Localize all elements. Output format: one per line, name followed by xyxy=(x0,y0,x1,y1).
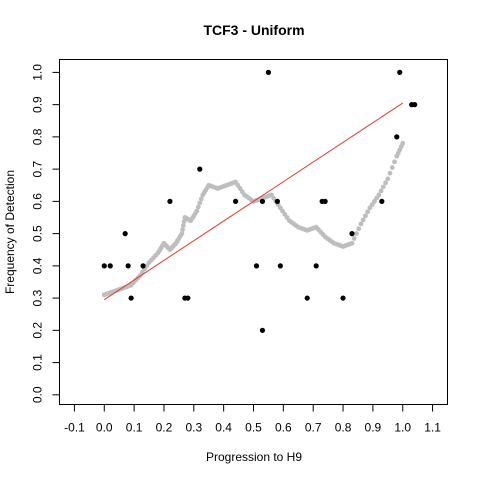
smooth-point xyxy=(400,140,406,146)
y-tick-label: 1.0 xyxy=(31,64,45,81)
data-point xyxy=(259,327,266,333)
smooth-point xyxy=(195,204,201,210)
observed-points xyxy=(101,69,418,333)
smooth-point xyxy=(351,236,357,241)
data-point xyxy=(313,263,319,269)
data-point xyxy=(304,295,310,301)
smooth-point xyxy=(198,196,204,202)
smooth-point xyxy=(180,223,186,228)
smooth-point xyxy=(197,200,203,206)
data-point xyxy=(394,134,400,140)
data-point xyxy=(122,231,128,237)
data-point xyxy=(197,166,203,172)
data-point xyxy=(322,198,328,204)
smooth-point xyxy=(387,170,393,176)
smooth-point xyxy=(180,227,186,232)
x-tick-label: 0.4 xyxy=(215,421,232,435)
data-point xyxy=(232,198,239,204)
smoothed-trend xyxy=(101,140,406,298)
data-point xyxy=(277,263,283,269)
chart-title: TCF3 - Uniform xyxy=(203,22,304,38)
data-point xyxy=(274,198,280,204)
smooth-point xyxy=(360,217,366,223)
fit-line xyxy=(103,102,404,301)
x-tick-label: 0.8 xyxy=(335,421,352,435)
x-tick-label: 0.2 xyxy=(156,421,173,435)
y-axis-label: Frequency of Detection xyxy=(3,170,17,294)
y-tick-label: 0.6 xyxy=(31,193,45,210)
data-point xyxy=(379,198,385,204)
data-point xyxy=(140,263,146,269)
data-point xyxy=(107,263,113,269)
x-tick-label: 0.7 xyxy=(305,421,322,435)
smooth-point xyxy=(378,188,384,194)
data-point xyxy=(185,295,191,301)
x-axis-label: Progression to H9 xyxy=(206,450,302,464)
smooth-point xyxy=(385,176,391,182)
y-tick-label: 0.7 xyxy=(31,160,45,177)
x-tick-label: 0.5 xyxy=(245,421,262,435)
y-tick-label: 0.5 xyxy=(31,225,45,242)
y-tick-label: 0.1 xyxy=(31,354,45,371)
smooth-point xyxy=(365,209,371,215)
fit-line-segment xyxy=(103,102,404,301)
smooth-point xyxy=(363,213,368,219)
plot-frame xyxy=(59,59,448,405)
data-point xyxy=(412,102,418,108)
smooth-point xyxy=(358,221,364,227)
y-tick-label: 0.0 xyxy=(31,386,45,403)
smooth-point xyxy=(194,208,200,214)
x-tick-label: 0.0 xyxy=(96,421,113,435)
smooth-point xyxy=(380,184,386,190)
data-point xyxy=(259,198,266,204)
smooth-point xyxy=(376,192,382,198)
x-tick-label: 1.1 xyxy=(424,421,441,435)
smooth-point xyxy=(392,159,397,165)
smooth-point xyxy=(383,180,388,186)
x-tick-label: 0.1 xyxy=(126,421,143,435)
x-tick-label: 1.0 xyxy=(394,421,411,435)
y-axis: 0.0 0.1 0.2 0.3 0.4 0.5 0.6 0.7 0.8 0.9 1.0 xyxy=(31,64,60,403)
x-tick-label: 0.6 xyxy=(275,421,292,435)
smooth-point xyxy=(179,231,185,237)
x-tick-label: -0.1 xyxy=(64,421,85,435)
data-point xyxy=(128,295,134,301)
smooth-point xyxy=(356,226,362,232)
y-tick-label: 0.9 xyxy=(31,96,45,113)
data-point xyxy=(101,263,107,269)
x-tick-label: 0.9 xyxy=(365,421,382,435)
smooth-point xyxy=(354,231,359,237)
x-tick-label: 0.3 xyxy=(185,421,202,435)
x-axis: -0.1 0.0 0.1 0.2 0.3 0.4 0.5 0.6 0.7 0.8 0.9 1.0 1.1 xyxy=(64,404,441,435)
smooth-point xyxy=(389,165,395,170)
y-tick-label: 0.3 xyxy=(31,289,45,306)
data-point xyxy=(397,69,403,75)
data-point xyxy=(349,231,355,237)
y-tick-label: 0.8 xyxy=(31,128,45,145)
data-point xyxy=(167,198,173,204)
data-point xyxy=(265,69,272,75)
data-point xyxy=(340,295,346,301)
y-tick-label: 0.4 xyxy=(31,257,45,274)
data-point xyxy=(125,263,131,269)
smooth-point xyxy=(349,240,355,246)
data-point xyxy=(253,263,260,269)
y-tick-label: 0.2 xyxy=(31,322,45,339)
